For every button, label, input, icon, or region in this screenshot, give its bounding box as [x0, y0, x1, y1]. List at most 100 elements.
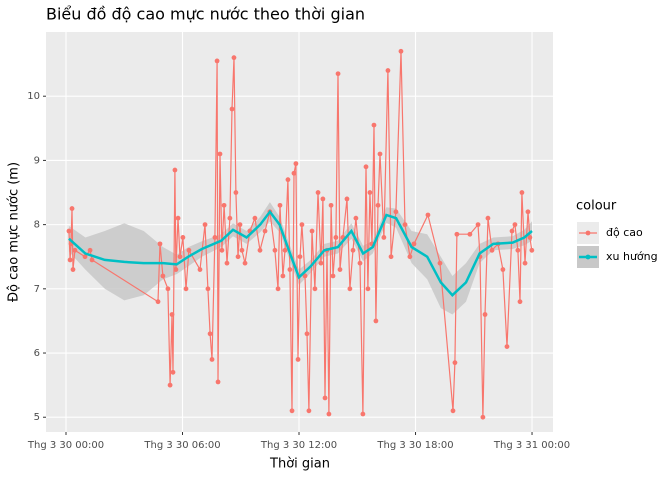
data-point [69, 206, 75, 211]
data-point [285, 177, 291, 183]
data-point [173, 267, 179, 272]
data-point [367, 190, 373, 195]
data-point [512, 222, 518, 228]
data-point [363, 164, 369, 170]
data-point [167, 382, 173, 388]
data-point [219, 247, 225, 253]
data-point [231, 55, 237, 61]
data-point [480, 414, 486, 420]
data-point [209, 357, 215, 362]
x-tick-label: Thg 3 30 12:00 [260, 440, 337, 451]
data-point [275, 286, 281, 292]
data-point [172, 167, 178, 173]
data-point [252, 215, 258, 221]
data-point [527, 235, 533, 240]
data-point [207, 331, 213, 337]
data-point [350, 247, 356, 253]
data-point [217, 151, 223, 157]
data-point [357, 260, 363, 266]
data-point [72, 247, 78, 253]
data-point [467, 231, 473, 237]
data-point [227, 215, 233, 221]
data-point [393, 209, 399, 215]
data-point [87, 247, 93, 253]
data-point [365, 286, 371, 292]
data-point [373, 318, 379, 324]
trend-line [68, 209, 533, 297]
data-line [68, 51, 533, 418]
y-tick-label: 7 [34, 284, 40, 295]
data-point [157, 241, 163, 247]
data-point [214, 58, 220, 64]
data-point [485, 215, 491, 221]
data-point [197, 267, 203, 272]
y-axis-label: Độ cao mực nước (m) [7, 162, 22, 302]
data-point [328, 202, 334, 208]
data-point [212, 235, 218, 240]
data-point [515, 247, 521, 253]
data-point [282, 247, 288, 253]
data-point [475, 222, 481, 228]
data-point [519, 190, 525, 195]
data-point [517, 299, 523, 305]
data-point [169, 312, 175, 317]
data-point [202, 222, 208, 228]
data-point [522, 260, 528, 266]
data-point [500, 267, 506, 272]
legend-label: độ cao [606, 226, 643, 239]
data-point [353, 215, 359, 221]
data-point [318, 260, 324, 266]
data-point [304, 331, 310, 337]
legend-label: xu hướng [606, 250, 658, 263]
data-point [280, 273, 286, 279]
data-point [277, 202, 283, 208]
legend-point [585, 230, 591, 236]
legend-point [585, 254, 591, 260]
data-point [235, 254, 241, 260]
y-tick-label: 6 [34, 348, 40, 359]
data-point [452, 360, 458, 366]
data-point [257, 247, 263, 253]
data-point [293, 161, 299, 167]
data-point [322, 395, 328, 401]
data-point [295, 357, 301, 362]
x-axis-label: Thời gian [269, 457, 330, 472]
data-point [482, 312, 488, 317]
data-point [67, 257, 73, 263]
data-point [302, 273, 308, 279]
data-point [509, 228, 515, 234]
data-point [175, 215, 181, 221]
data-point [529, 247, 535, 253]
data-point [229, 106, 235, 112]
data-point [289, 408, 295, 414]
data-point [170, 369, 176, 375]
legend-title: colour [576, 199, 617, 214]
data-point [335, 71, 341, 77]
data-point [330, 273, 336, 279]
data-point [224, 260, 230, 266]
data-point [337, 267, 343, 272]
data-point [291, 170, 297, 176]
data-point [360, 411, 366, 417]
data-point [89, 257, 95, 263]
data-point [425, 212, 431, 218]
data-point [237, 222, 243, 228]
data-point [205, 286, 211, 292]
data-point [186, 247, 192, 253]
chart-title: Biểu đồ độ cao mực nước theo thời gian [46, 5, 365, 24]
data-point [309, 228, 315, 234]
x-tick-label: Thg 3 30 06:00 [143, 440, 220, 451]
data-point [70, 267, 76, 272]
data-point [312, 286, 318, 292]
data-point [344, 196, 350, 202]
data-point [454, 231, 460, 237]
data-point [165, 286, 171, 292]
data-point [242, 260, 248, 266]
data-point [177, 254, 183, 260]
data-point [221, 202, 227, 208]
data-point [347, 286, 353, 292]
data-point [326, 411, 332, 417]
data-point [82, 254, 88, 260]
data-point [183, 286, 189, 292]
data-point [66, 228, 72, 234]
